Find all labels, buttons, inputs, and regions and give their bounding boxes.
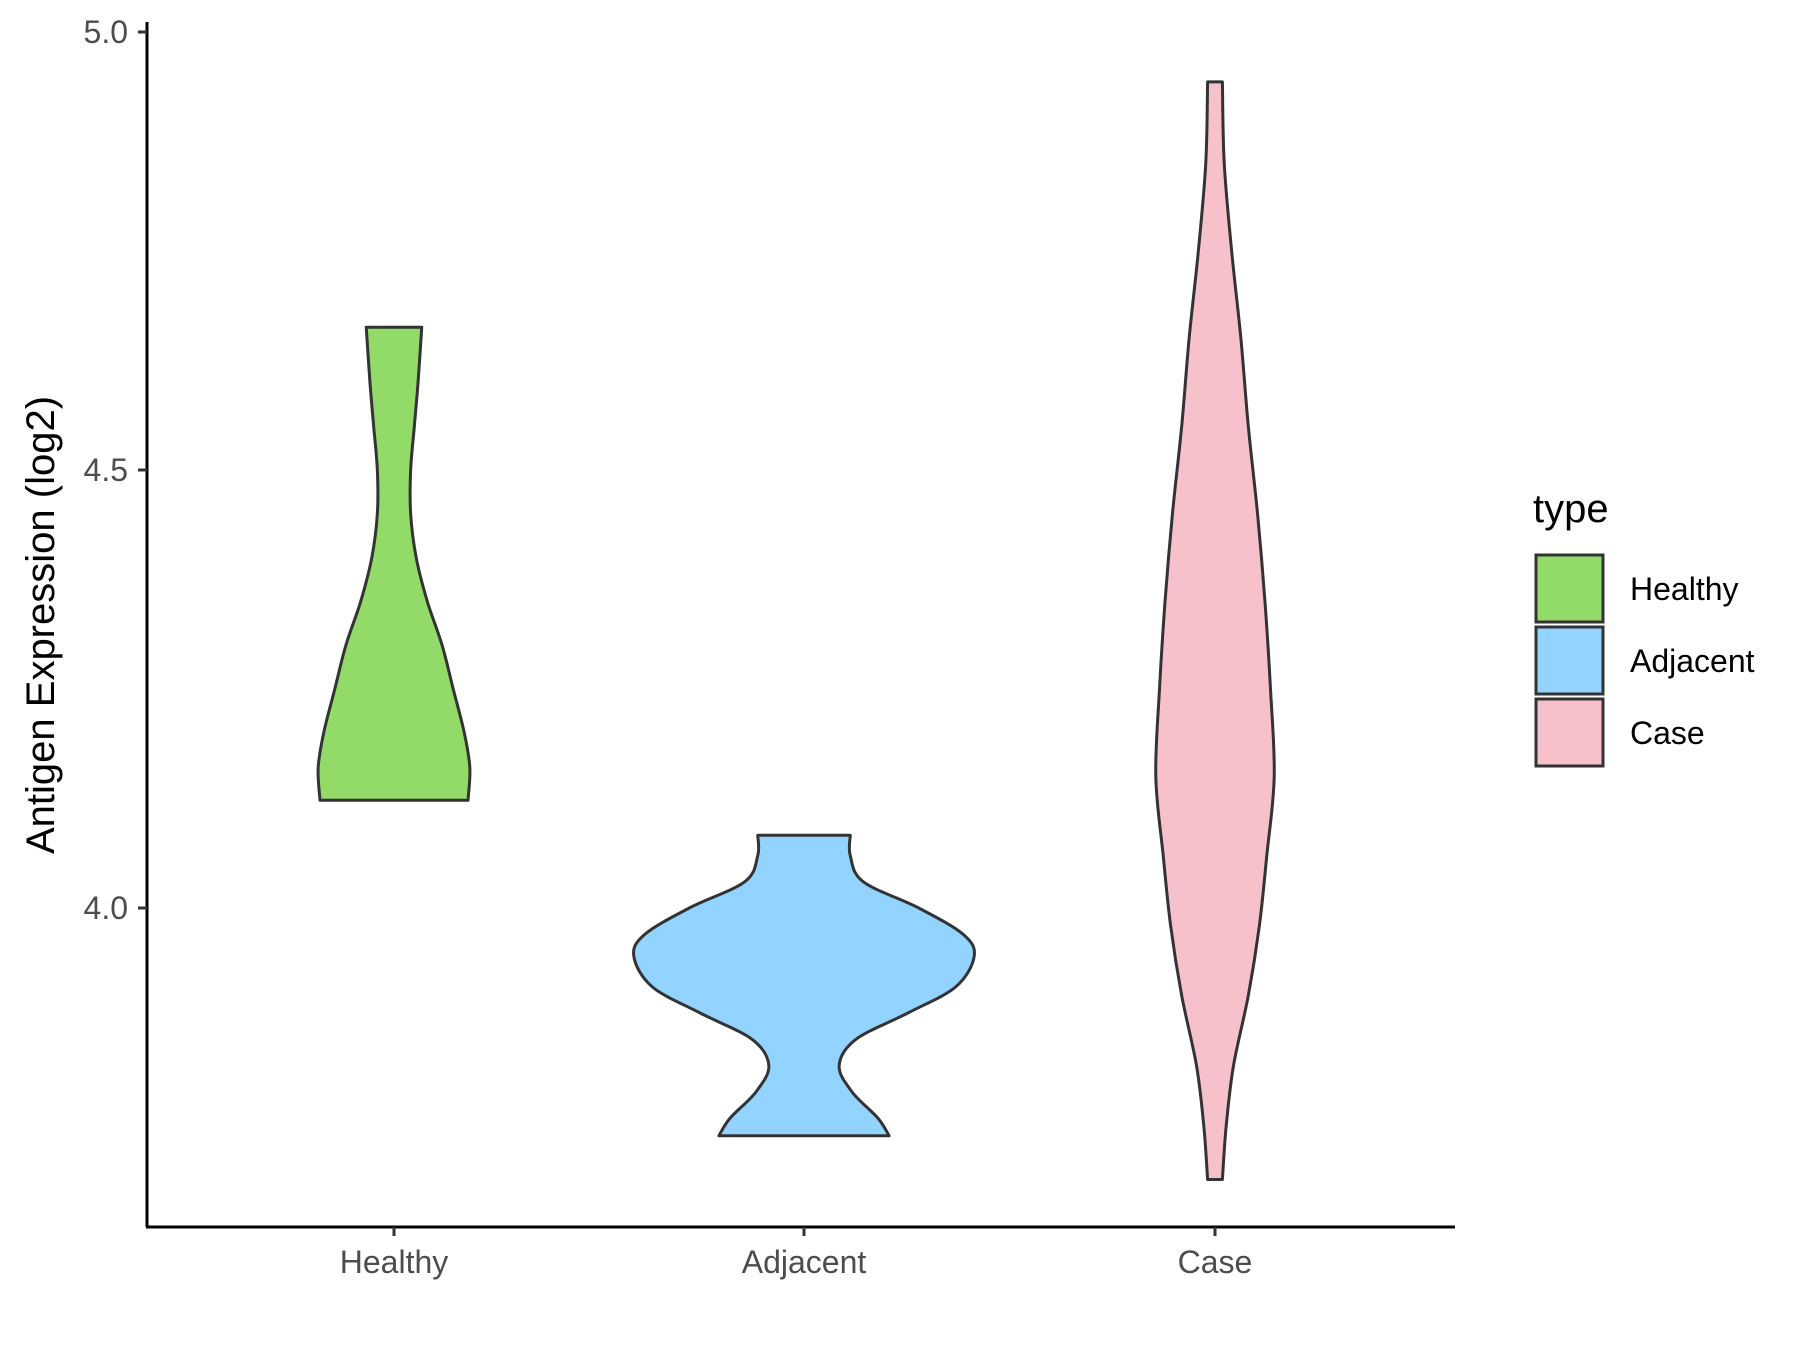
y-tick-label: 4.0 [84,890,128,926]
legend-key-case [1534,697,1605,768]
violin-case [1154,80,1276,1182]
x-tick-label: Case [1178,1244,1253,1280]
legend-key-healthy [1534,553,1605,624]
y-tick-label: 5.0 [84,14,128,50]
x-axis-ticks: Healthy Adjacent Case [340,1227,1253,1280]
legend: type Healthy Adjacent Case [1533,487,1755,768]
y-tick-label: 4.5 [84,452,128,488]
legend-label: Adjacent [1630,643,1755,679]
legend-label: Healthy [1630,571,1739,607]
y-axis-title: Antigen Expression (log2) [19,396,63,854]
violin-adjacent [632,833,976,1138]
y-axis-ticks: 4.0 4.5 5.0 [84,14,147,926]
legend-key-adjacent [1534,625,1605,696]
violin-healthy [316,325,472,802]
legend-title: type [1533,487,1609,531]
legend-label: Case [1630,715,1705,751]
x-tick-label: Adjacent [742,1244,867,1280]
x-tick-label: Healthy [340,1244,449,1280]
violin-layer [316,80,1276,1182]
